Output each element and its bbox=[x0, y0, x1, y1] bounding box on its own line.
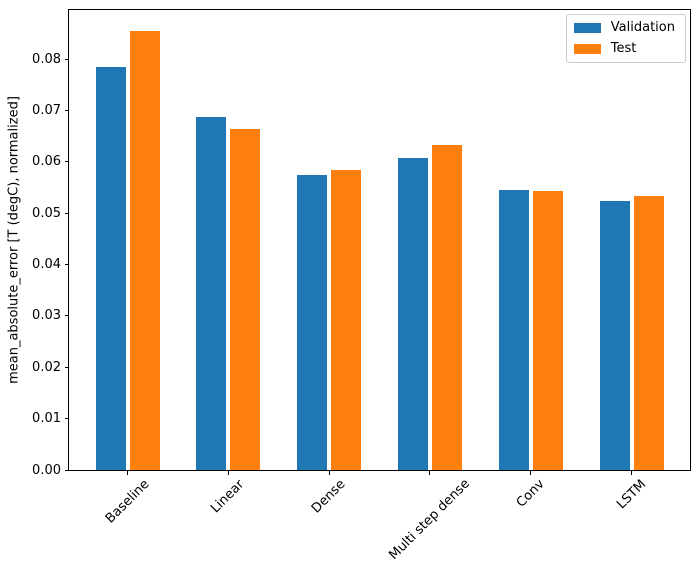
y-tick-mark bbox=[65, 469, 69, 471]
plot-area bbox=[68, 9, 691, 471]
legend: Validation Test bbox=[565, 14, 686, 63]
bar-conv-validation bbox=[498, 189, 529, 470]
legend-entry-test: Test bbox=[573, 41, 675, 57]
x-tick-mark bbox=[631, 471, 632, 475]
x-tick-label-baseline: Baseline bbox=[102, 476, 152, 527]
y-tick-label-0.01: 0.01 bbox=[32, 411, 61, 427]
y-tick-label-0.06: 0.06 bbox=[32, 154, 61, 170]
legend-swatch-validation bbox=[573, 23, 601, 33]
x-tick-mark bbox=[429, 471, 431, 475]
legend-entry-validation: Validation bbox=[573, 20, 675, 36]
y-tick-label-0.00: 0.00 bbox=[32, 462, 61, 478]
y-tick-mark bbox=[65, 110, 69, 112]
y-tick-label-0.04: 0.04 bbox=[32, 257, 61, 273]
bar-multi-step-dense-test bbox=[431, 144, 462, 470]
x-tick-mark bbox=[530, 471, 532, 475]
x-tick-label-dense: Dense bbox=[308, 476, 349, 517]
y-tick-label-0.08: 0.08 bbox=[32, 51, 61, 67]
y-tick-label-0.05: 0.05 bbox=[32, 205, 61, 221]
x-tick-mark bbox=[127, 471, 128, 475]
x-tick-mark bbox=[227, 471, 229, 475]
bar-linear-test bbox=[230, 129, 261, 470]
y-tick-label-0.02: 0.02 bbox=[32, 359, 61, 375]
legend-label-validation: Validation bbox=[610, 20, 675, 35]
y-tick-mark bbox=[65, 58, 69, 60]
bar-baseline-test bbox=[129, 31, 160, 470]
y-tick-mark bbox=[65, 418, 69, 420]
legend-swatch-test bbox=[573, 44, 601, 54]
y-tick-mark bbox=[65, 161, 69, 163]
y-tick-label-0.03: 0.03 bbox=[32, 308, 61, 324]
y-tick-label-0.07: 0.07 bbox=[32, 103, 61, 119]
bar-dense-test bbox=[331, 170, 362, 470]
y-tick-mark bbox=[65, 315, 69, 317]
bar-lstm-test bbox=[633, 196, 664, 470]
bar-multi-step-dense-validation bbox=[397, 158, 428, 470]
x-tick-label-multi-step-dense: Multi step dense bbox=[386, 476, 473, 564]
bar-lstm-validation bbox=[599, 200, 630, 470]
x-tick-label-linear: Linear bbox=[208, 476, 248, 517]
y-tick-mark bbox=[65, 212, 69, 214]
bar-baseline-validation bbox=[95, 67, 126, 470]
y-axis-label: mean_absolute_error [T (degC), normalize… bbox=[6, 96, 22, 384]
bar-linear-validation bbox=[196, 116, 227, 470]
y-tick-mark bbox=[65, 264, 69, 266]
x-tick-label-lstm: LSTM bbox=[613, 477, 649, 513]
x-tick-mark bbox=[328, 471, 330, 475]
bar-dense-validation bbox=[297, 175, 328, 470]
y-tick-mark bbox=[65, 366, 69, 368]
bar-conv-test bbox=[532, 190, 563, 470]
legend-label-test: Test bbox=[610, 41, 637, 56]
x-tick-label-conv: Conv bbox=[513, 476, 548, 511]
